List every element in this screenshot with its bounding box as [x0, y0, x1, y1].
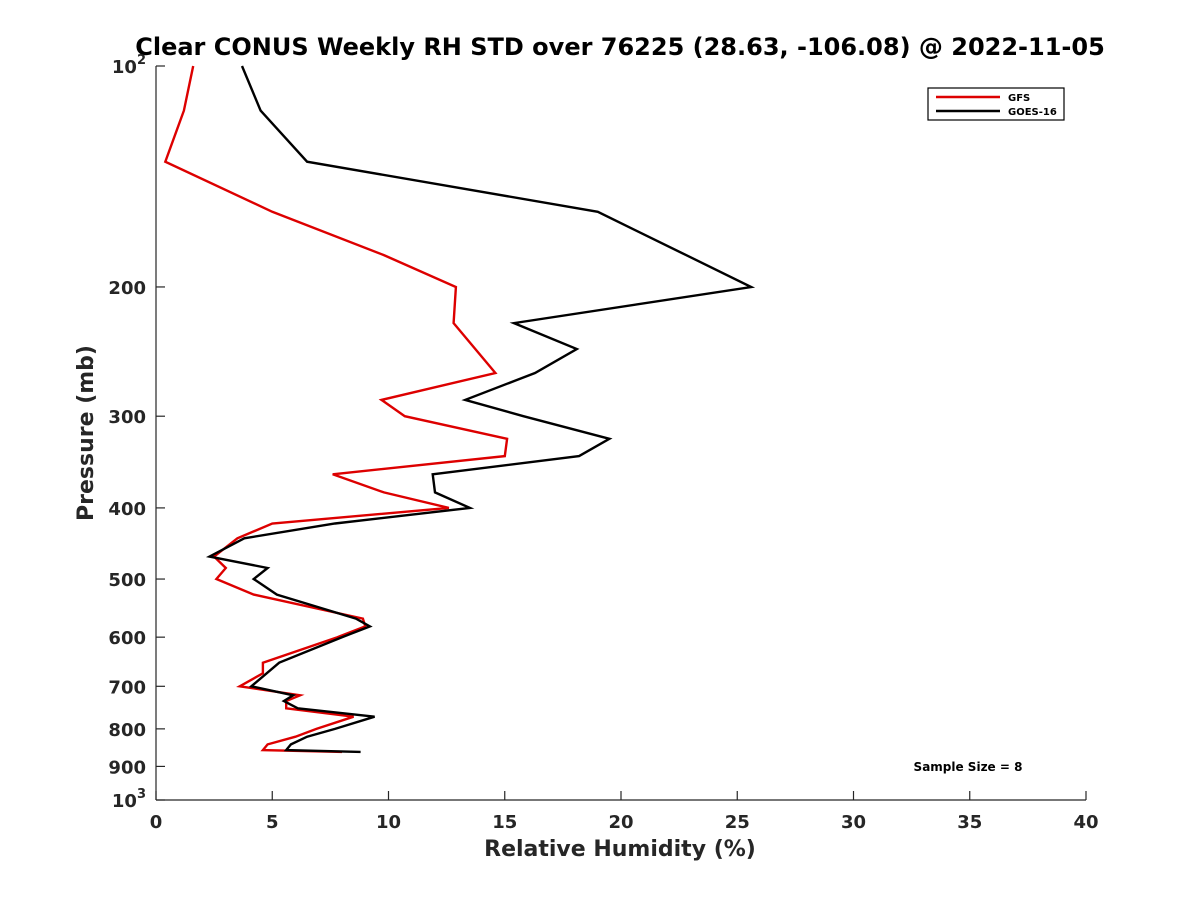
y-tick-label-base: 10	[112, 791, 137, 812]
x-tick-label: 15	[492, 812, 517, 833]
series-layer	[163, 65, 756, 754]
x-tick-label: 0	[150, 812, 163, 833]
y-tick-label: 900	[108, 757, 146, 778]
y-tick-label-exponent: 2	[137, 53, 146, 68]
x-tick-label: 40	[1073, 812, 1098, 833]
y-tick-label: 103	[112, 787, 146, 812]
y-tick-label: 800	[108, 720, 146, 741]
y-tick-label: 102	[112, 53, 146, 78]
legend-label-goes-16: GOES-16	[1008, 107, 1057, 118]
sample-size-annotation: Sample Size = 8	[914, 760, 1023, 774]
y-tick-label: 600	[108, 628, 146, 649]
y-tick-label: 300	[108, 407, 146, 428]
series-line-gfs	[163, 65, 509, 754]
legend: GFS GOES-16	[927, 87, 1065, 121]
legend-box	[927, 87, 1065, 121]
x-tick-label: 25	[725, 812, 750, 833]
series-line-goes-16	[205, 65, 756, 754]
y-tick-label: 700	[108, 677, 146, 698]
x-axis-label: Relative Humidity (%)	[484, 837, 756, 862]
y-tick-label-base: 10	[112, 57, 137, 78]
x-tick-label: 10	[376, 812, 401, 833]
x-tick-label: 30	[841, 812, 866, 833]
x-tick-label: 5	[266, 812, 279, 833]
y-tick-label-exponent: 3	[137, 787, 146, 802]
chart-title: Clear CONUS Weekly RH STD over 76225 (28…	[135, 33, 1105, 61]
y-tick-label: 500	[108, 570, 146, 591]
axes: 0 5 10 15 20 25 30 35 40102200300400500600700800…	[108, 53, 1098, 833]
y-tick-label: 400	[108, 499, 146, 520]
x-tick-label: 20	[608, 812, 633, 833]
x-tick-label: 35	[957, 812, 982, 833]
y-tick-label: 200	[108, 278, 146, 299]
y-axis-label: Pressure (mb)	[74, 345, 99, 521]
legend-label-gfs: GFS	[1008, 93, 1030, 104]
